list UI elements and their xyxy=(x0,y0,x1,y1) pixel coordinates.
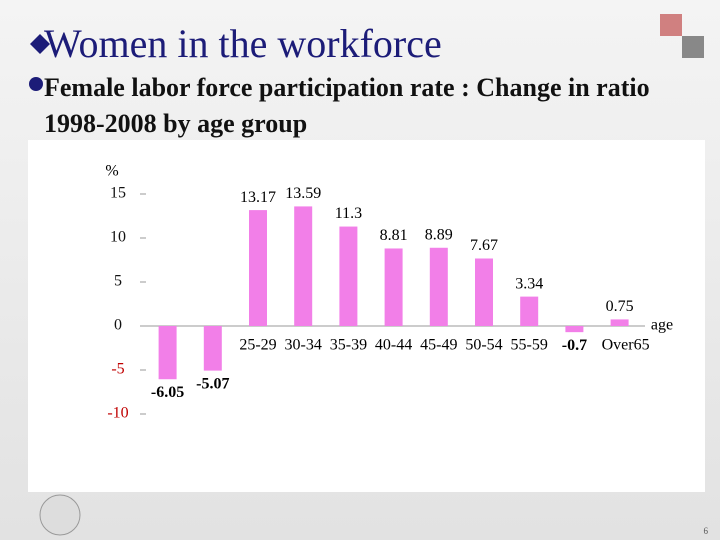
x-tick-label: 30-34 xyxy=(285,337,322,354)
y-tick-label: 15 xyxy=(110,185,126,202)
x-tick-label: 55-59 xyxy=(511,337,548,354)
x-tick-label: 25-29 xyxy=(239,337,276,354)
y-tick-label: -5 xyxy=(111,361,124,378)
y-tick-label: 0 xyxy=(114,317,122,334)
bar xyxy=(203,326,222,371)
value-label: 3.34 xyxy=(515,275,543,292)
bar xyxy=(610,319,629,326)
bar xyxy=(158,326,177,380)
x-tick-label: 35-39 xyxy=(330,337,367,354)
x-tick-label: 40-44 xyxy=(375,337,412,354)
y-tick-label: 5 xyxy=(114,273,122,290)
value-label: 8.81 xyxy=(380,227,408,244)
bar xyxy=(249,210,267,326)
value-label: -5.07 xyxy=(196,375,229,392)
x-axis-label: age xyxy=(651,317,673,334)
page-number: 6 xyxy=(703,526,709,536)
value-label: 0.75 xyxy=(606,298,634,315)
emblem xyxy=(39,494,81,536)
x-tick-label: 45-49 xyxy=(420,337,457,354)
y-tick-label: 10 xyxy=(110,229,126,246)
subtitle: Female labor force participation rate : … xyxy=(44,73,650,138)
bar xyxy=(339,226,358,326)
bar xyxy=(520,296,539,326)
value-label: 11.3 xyxy=(335,205,362,222)
value-label: 13.17 xyxy=(240,189,276,206)
logo xyxy=(660,14,682,36)
x-tick-label: 50-54 xyxy=(465,337,502,354)
bar xyxy=(565,326,584,333)
bar xyxy=(475,258,493,326)
value-label: -6.05 xyxy=(151,384,184,401)
title: Women in the workforce xyxy=(44,21,442,66)
value-label: 13.59 xyxy=(285,185,321,202)
bar xyxy=(294,206,313,326)
value-label: 7.67 xyxy=(470,237,498,254)
x-tick-label: Over65 xyxy=(602,337,650,354)
bar xyxy=(384,248,403,326)
title-bullet xyxy=(30,34,50,54)
y-tick-label: -10 xyxy=(107,405,128,422)
y-axis-label: % xyxy=(105,163,118,180)
bar xyxy=(429,247,448,326)
value-label: 8.89 xyxy=(425,226,453,243)
subtitle-bullet xyxy=(29,77,43,91)
plot-area xyxy=(28,140,705,492)
value-label: -0.7 xyxy=(562,337,587,354)
logo xyxy=(682,36,704,58)
